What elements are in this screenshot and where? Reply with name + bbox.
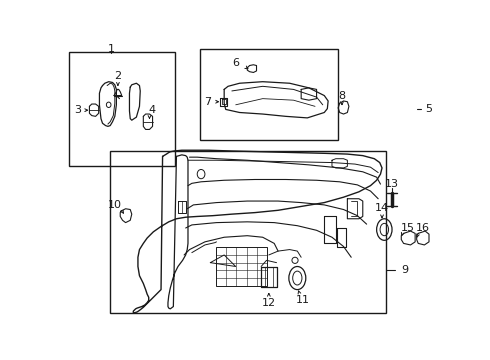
Text: 6: 6 xyxy=(232,58,239,68)
Text: 7: 7 xyxy=(204,97,211,107)
Text: 5: 5 xyxy=(425,104,432,114)
Text: 15: 15 xyxy=(400,223,415,233)
Text: 12: 12 xyxy=(262,298,276,309)
Text: 3: 3 xyxy=(74,105,81,115)
Text: 13: 13 xyxy=(385,179,399,189)
Bar xyxy=(110,151,386,313)
Text: 14: 14 xyxy=(375,203,389,213)
Text: 2: 2 xyxy=(114,71,122,81)
Text: 4: 4 xyxy=(148,105,155,115)
Bar xyxy=(199,49,338,140)
Text: 11: 11 xyxy=(296,295,310,305)
Text: 8: 8 xyxy=(339,91,345,100)
Bar xyxy=(217,247,267,286)
Text: 10: 10 xyxy=(108,200,122,210)
Text: 9: 9 xyxy=(402,265,409,275)
Text: 16: 16 xyxy=(416,223,430,233)
Text: 1: 1 xyxy=(107,44,115,54)
Bar xyxy=(69,53,175,166)
